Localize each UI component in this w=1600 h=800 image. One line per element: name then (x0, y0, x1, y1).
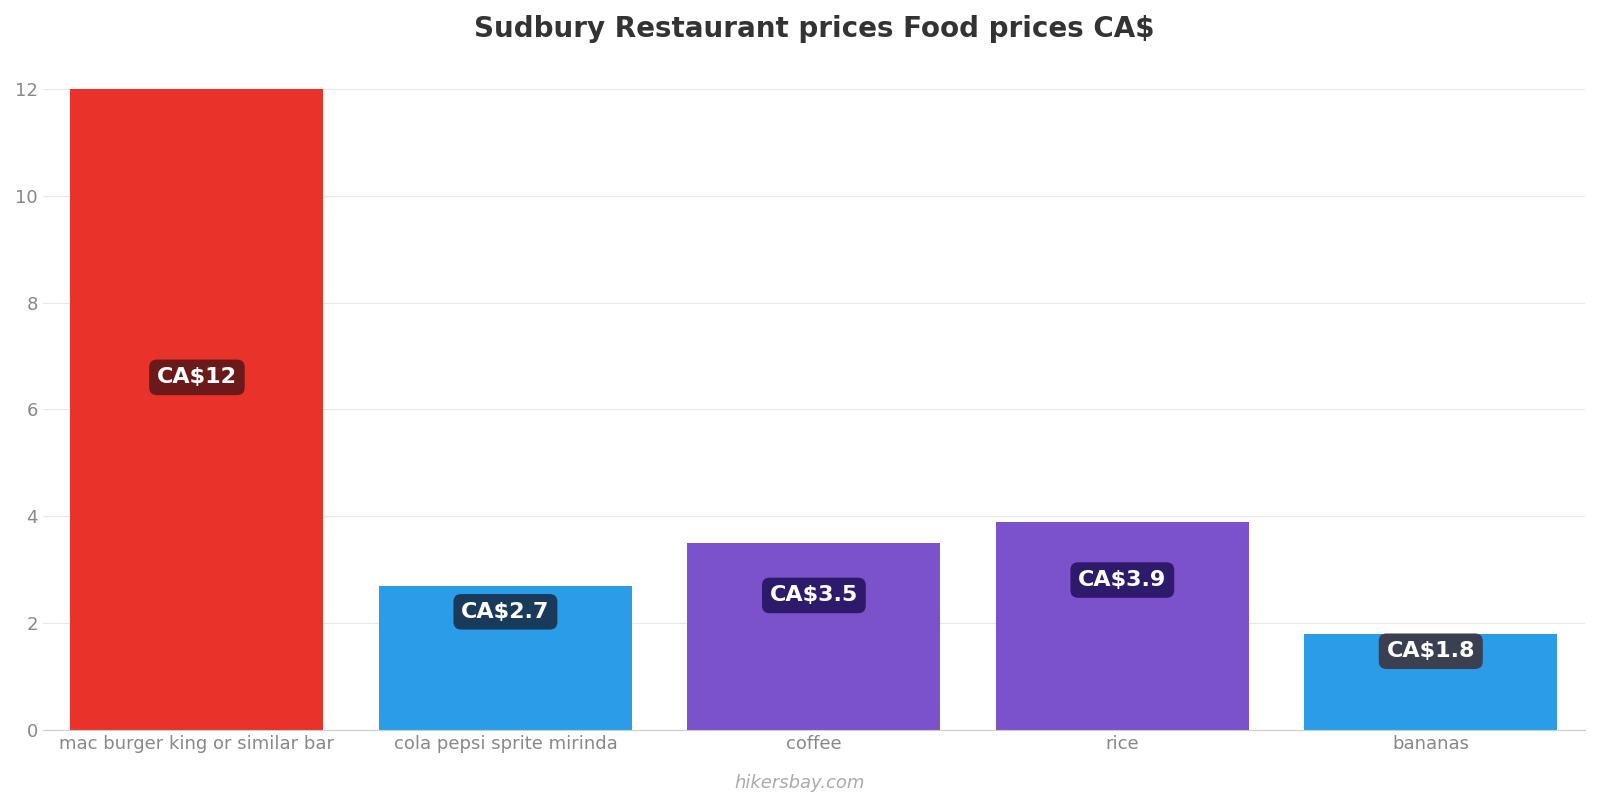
Text: CA$1.8: CA$1.8 (1387, 642, 1475, 662)
Bar (688, 543, 941, 730)
Bar (995, 522, 1248, 730)
Bar (70, 89, 323, 730)
Text: CA$12: CA$12 (157, 367, 237, 387)
Text: CA$3.5: CA$3.5 (770, 586, 858, 606)
Bar (379, 586, 632, 730)
Title: Sudbury Restaurant prices Food prices CA$: Sudbury Restaurant prices Food prices CA… (474, 15, 1154, 43)
Text: CA$2.7: CA$2.7 (461, 602, 550, 622)
Text: hikersbay.com: hikersbay.com (734, 774, 866, 792)
Text: CA$3.9: CA$3.9 (1078, 570, 1166, 590)
Bar (1304, 634, 1557, 730)
